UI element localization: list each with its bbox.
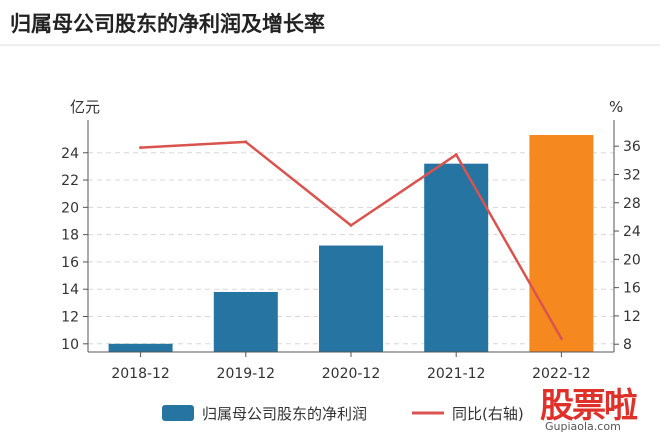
right-tick-label: 32 (623, 167, 641, 183)
bar-2022-12 (529, 135, 594, 352)
left-tick-label: 12 (61, 310, 79, 326)
legend: 归属母公司股东的净利润 同比(右轴) (162, 405, 524, 423)
left-tick-label: 24 (61, 146, 79, 162)
axes: 10 12 14 16 18 20 22 24 8 12 16 20 24 28 32 36 亿元 % 2018-1… (61, 98, 641, 382)
legend-label-line: 同比(右轴) (452, 405, 524, 423)
chart-title: 归属母公司股东的净利润及增长率 (10, 12, 325, 36)
left-tick-label: 22 (61, 173, 79, 189)
left-tick-label: 14 (61, 282, 79, 298)
growth-point-2022-12 (559, 337, 563, 341)
right-tick-label: 28 (623, 196, 641, 212)
watermark-logo: 股票啦 (540, 386, 638, 426)
left-tick-label: 16 (61, 255, 79, 271)
bar-2018-12 (108, 343, 173, 352)
growth-point-2018-12 (139, 146, 143, 150)
right-axis-unit: % (609, 98, 623, 116)
right-tick-label: 36 (623, 139, 641, 155)
growth-point-2021-12 (454, 153, 458, 157)
line-series (139, 140, 563, 341)
growth-point-2019-12 (244, 140, 248, 144)
right-tick-label: 12 (623, 309, 641, 325)
watermark-url: Gupiaola.com (545, 420, 621, 433)
right-tick-label: 8 (623, 337, 632, 353)
x-tick-label: 2019-12 (217, 366, 276, 382)
x-tick-label: 2022-12 (532, 366, 591, 382)
right-tick-label: 16 (623, 281, 641, 297)
legend-swatch-bar (162, 405, 194, 421)
x-tick-label: 2021-12 (427, 366, 486, 382)
bar-series (108, 135, 594, 352)
left-axis-unit: 亿元 (70, 98, 100, 116)
bar-2020-12 (319, 245, 383, 352)
growth-point-2020-12 (349, 223, 353, 227)
left-tick-label: 10 (61, 337, 79, 353)
left-tick-label: 20 (61, 200, 79, 216)
x-tick-label: 2018-12 (111, 366, 170, 382)
right-tick-label: 20 (623, 252, 641, 268)
bar-2019-12 (213, 291, 278, 352)
left-tick-label: 18 (61, 228, 79, 244)
x-tick-label: 2020-12 (322, 366, 381, 382)
bar-2021-12 (424, 163, 489, 352)
legend-label-bar: 归属母公司股东的净利润 (202, 405, 367, 423)
right-tick-label: 24 (623, 224, 641, 240)
